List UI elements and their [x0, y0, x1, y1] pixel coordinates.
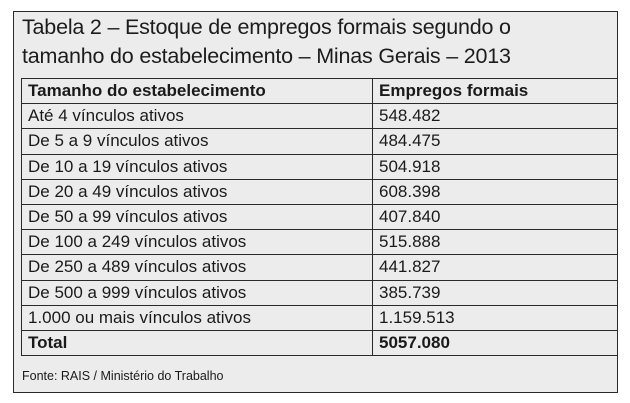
- size-cell: De 10 a 19 vínculos ativos: [21, 153, 373, 180]
- table-frame: Tabela 2 – Estoque de empregos formais s…: [13, 11, 618, 393]
- size-cell: Até 4 vínculos ativos: [21, 103, 373, 130]
- caption-line-2: tamanho do estabelecimento – Minas Gerai…: [22, 44, 511, 68]
- employment-table: Tamanho do estabelecimento Empregos form…: [21, 77, 618, 357]
- table-row: 1.000 ou mais vínculos ativos 1.159.513: [21, 304, 618, 331]
- total-value: 5057.080: [372, 329, 618, 357]
- size-cell: De 20 a 49 vínculos ativos: [21, 178, 373, 205]
- table-row: De 100 a 249 vínculos ativos 515.888: [21, 229, 618, 256]
- jobs-cell: 385.739: [372, 279, 618, 306]
- size-cell: De 50 a 99 vínculos ativos: [21, 203, 373, 231]
- jobs-cell: 504.918: [372, 153, 618, 180]
- jobs-cell: 484.475: [372, 128, 618, 155]
- table-row: De 500 a 999 vínculos ativos 385.739: [21, 279, 618, 306]
- jobs-cell: 441.827: [372, 254, 618, 281]
- table-row: De 20 a 49 vínculos ativos 608.398: [21, 178, 618, 205]
- table-row: De 10 a 19 vínculos ativos 504.918: [21, 153, 618, 180]
- size-cell: De 5 a 9 vínculos ativos: [21, 128, 373, 155]
- column-header-size: Tamanho do estabelecimento: [21, 77, 373, 105]
- caption-line-1: Tabela 2 – Estoque de empregos formais s…: [22, 15, 511, 39]
- size-cell: De 250 a 489 vínculos ativos: [21, 254, 373, 281]
- total-label: Total: [21, 329, 373, 357]
- table-row: De 5 a 9 vínculos ativos 484.475: [21, 128, 618, 155]
- table-caption: Tabela 2 – Estoque de empregos formais s…: [22, 13, 612, 71]
- jobs-cell: 515.888: [372, 229, 618, 256]
- jobs-cell: 548.482: [372, 103, 618, 130]
- size-cell: De 500 a 999 vínculos ativos: [21, 279, 373, 306]
- jobs-cell: 407.840: [372, 203, 618, 231]
- size-cell: 1.000 ou mais vínculos ativos: [21, 304, 373, 331]
- total-row: Total 5057.080: [21, 329, 618, 357]
- table-row: De 50 a 99 vínculos ativos 407.840: [21, 203, 618, 231]
- size-cell: De 100 a 249 vínculos ativos: [21, 229, 373, 256]
- column-header-jobs: Empregos formais: [372, 77, 618, 105]
- table-row: De 250 a 489 vínculos ativos 441.827: [21, 254, 618, 281]
- jobs-cell: 608.398: [372, 178, 618, 205]
- jobs-cell: 1.159.513: [372, 304, 618, 331]
- table-row: Até 4 vínculos ativos 548.482: [21, 103, 618, 130]
- source-note: Fonte: RAIS / Ministério do Trabalho: [22, 369, 224, 383]
- header-row: Tamanho do estabelecimento Empregos form…: [21, 77, 618, 105]
